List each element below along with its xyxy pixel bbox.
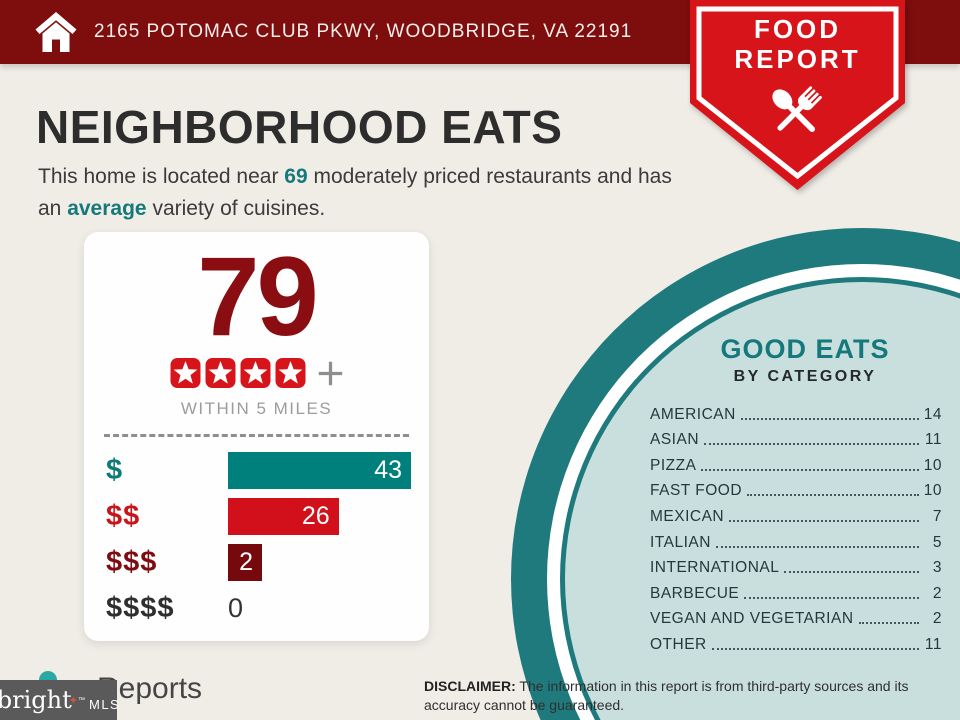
dotted-leader: [740, 417, 919, 420]
dotted-leader: [858, 622, 919, 625]
category-row: MEXICAN 7: [650, 503, 942, 529]
category-count: 2: [932, 610, 942, 628]
mls-wordmark: MLS: [88, 696, 121, 712]
bar-fill: 2: [228, 544, 262, 582]
price-level-label: $: [106, 454, 124, 487]
property-address: 2165 POTOMAC CLUB PKWY, WOODBRIDGE, VA 2…: [94, 21, 633, 42]
bar-zero-value: 0: [228, 593, 244, 624]
bright-mls-logo: bright ✦ ™ MLS: [0, 680, 121, 720]
category-label: ASIAN: [650, 431, 700, 449]
category-count: 2: [932, 584, 942, 602]
badge-title-line1: FOOD: [753, 14, 842, 44]
intro-text: This home is located near: [38, 165, 285, 188]
disclaimer-body: The information in this report is from t…: [424, 678, 909, 714]
category-label: AMERICAN: [650, 405, 736, 423]
price-level-label: $$: [106, 500, 141, 533]
category-label: BARBECUE: [650, 584, 740, 602]
good-eats-subtitle: BY CATEGORY: [733, 368, 877, 385]
dotted-leader: [704, 443, 919, 446]
page-title: NEIGHBORHOOD EATS: [36, 101, 563, 153]
dotted-leader: [701, 468, 919, 471]
sparkle-icon: ✦: [68, 694, 78, 707]
bar-track: 43: [228, 452, 411, 490]
category-count: 7: [932, 507, 942, 525]
price-level-label: $$$: [106, 546, 158, 579]
category-row: ITALIAN 5: [650, 529, 942, 555]
disclaimer-text: DISCLAIMER: The information in this repo…: [424, 677, 924, 716]
bar-track: 0: [228, 590, 411, 627]
price-level-label: $$$$: [106, 592, 175, 625]
bar-fill: 43: [228, 452, 411, 490]
category-count: 11: [924, 635, 942, 653]
good-eats-title: GOOD EATS: [720, 334, 890, 364]
category-count: 5: [932, 533, 942, 551]
category-row: BARBECUE 2: [650, 580, 942, 606]
dotted-leader: [744, 596, 919, 599]
intro-text: variety of cuisines.: [146, 196, 326, 220]
category-count: 3: [932, 559, 942, 577]
food-report-badge: FOOD REPORT: [690, 0, 905, 196]
category-row: FAST FOOD 10: [650, 478, 942, 504]
bar-fill: 26: [228, 498, 339, 536]
intro-text: moderately priced restaurants and has an: [38, 165, 672, 220]
category-label: VEGAN AND VEGETARIAN: [650, 610, 854, 628]
restaurant-score-card: 79 WITHIN 5 MILES $ 43 $$ 26 $$$ 2 $$$$ …: [84, 232, 429, 641]
category-label: OTHER: [650, 635, 707, 653]
category-label: INTERNATIONAL: [650, 559, 780, 577]
category-count: 11: [924, 431, 942, 449]
bar-track: 26: [228, 498, 411, 536]
dotted-leader: [715, 545, 919, 548]
dotted-leader: [711, 647, 919, 650]
star-icon: [275, 358, 305, 389]
star-icon: [170, 358, 200, 389]
restaurant-count-score: 79: [197, 234, 319, 359]
price-bar-row: $ 43: [106, 452, 411, 490]
price-bar-row: $$$ 2: [106, 544, 411, 582]
category-label: MEXICAN: [650, 507, 725, 525]
category-label: FAST FOOD: [650, 482, 743, 500]
category-label: PIZZA: [650, 456, 697, 474]
category-count: 10: [923, 456, 942, 474]
price-bar-row: $$ 26: [106, 498, 411, 536]
category-list: AMERICAN 14 ASIAN 11 PIZZA 10 FAST FOOD …: [650, 401, 942, 657]
dashed-divider: [104, 434, 409, 438]
bright-wordmark: bright: [0, 686, 72, 714]
price-bar-row: $$$$ 0: [106, 590, 411, 627]
dotted-leader: [729, 519, 919, 522]
home-icon: [35, 12, 77, 52]
dotted-leader: [784, 571, 919, 574]
category-row: VEGAN AND VEGETARIAN 2: [650, 606, 942, 632]
trademark-symbol: ™: [77, 696, 85, 704]
category-row: ASIAN 11: [650, 427, 942, 453]
bar-track: 2: [228, 544, 411, 582]
category-row: INTERNATIONAL 3: [650, 555, 942, 581]
intro-highlight: average: [67, 196, 147, 220]
dotted-leader: [747, 494, 919, 497]
star-icon: [240, 358, 270, 389]
badge-title-line2: REPORT: [734, 44, 861, 74]
price-level-bar-chart: $ 43 $$ 26 $$$ 2 $$$$ 0: [84, 452, 429, 627]
category-row: AMERICAN 14: [650, 401, 942, 427]
intro-sentence: This home is located near 69 moderately …: [38, 161, 688, 224]
intro-highlight: 69: [284, 165, 308, 188]
category-count: 14: [923, 405, 942, 423]
pennant-shape: [690, 0, 905, 190]
category-count: 10: [923, 482, 942, 500]
category-label: ITALIAN: [650, 533, 711, 551]
star-icon: [205, 358, 235, 389]
category-row: OTHER 11: [650, 631, 942, 657]
category-row: PIZZA 10: [650, 452, 942, 478]
disclaimer-label: DISCLAIMER:: [424, 678, 516, 694]
star-rating: [84, 356, 429, 390]
plus-icon: [318, 361, 342, 386]
radius-label: WITHIN 5 MILES: [180, 399, 333, 419]
spoon-fork-icon: [772, 86, 822, 133]
